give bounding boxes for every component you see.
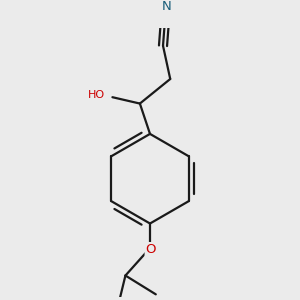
Text: HO: HO [88, 90, 105, 100]
Text: O: O [146, 243, 156, 256]
Text: N: N [162, 0, 172, 13]
